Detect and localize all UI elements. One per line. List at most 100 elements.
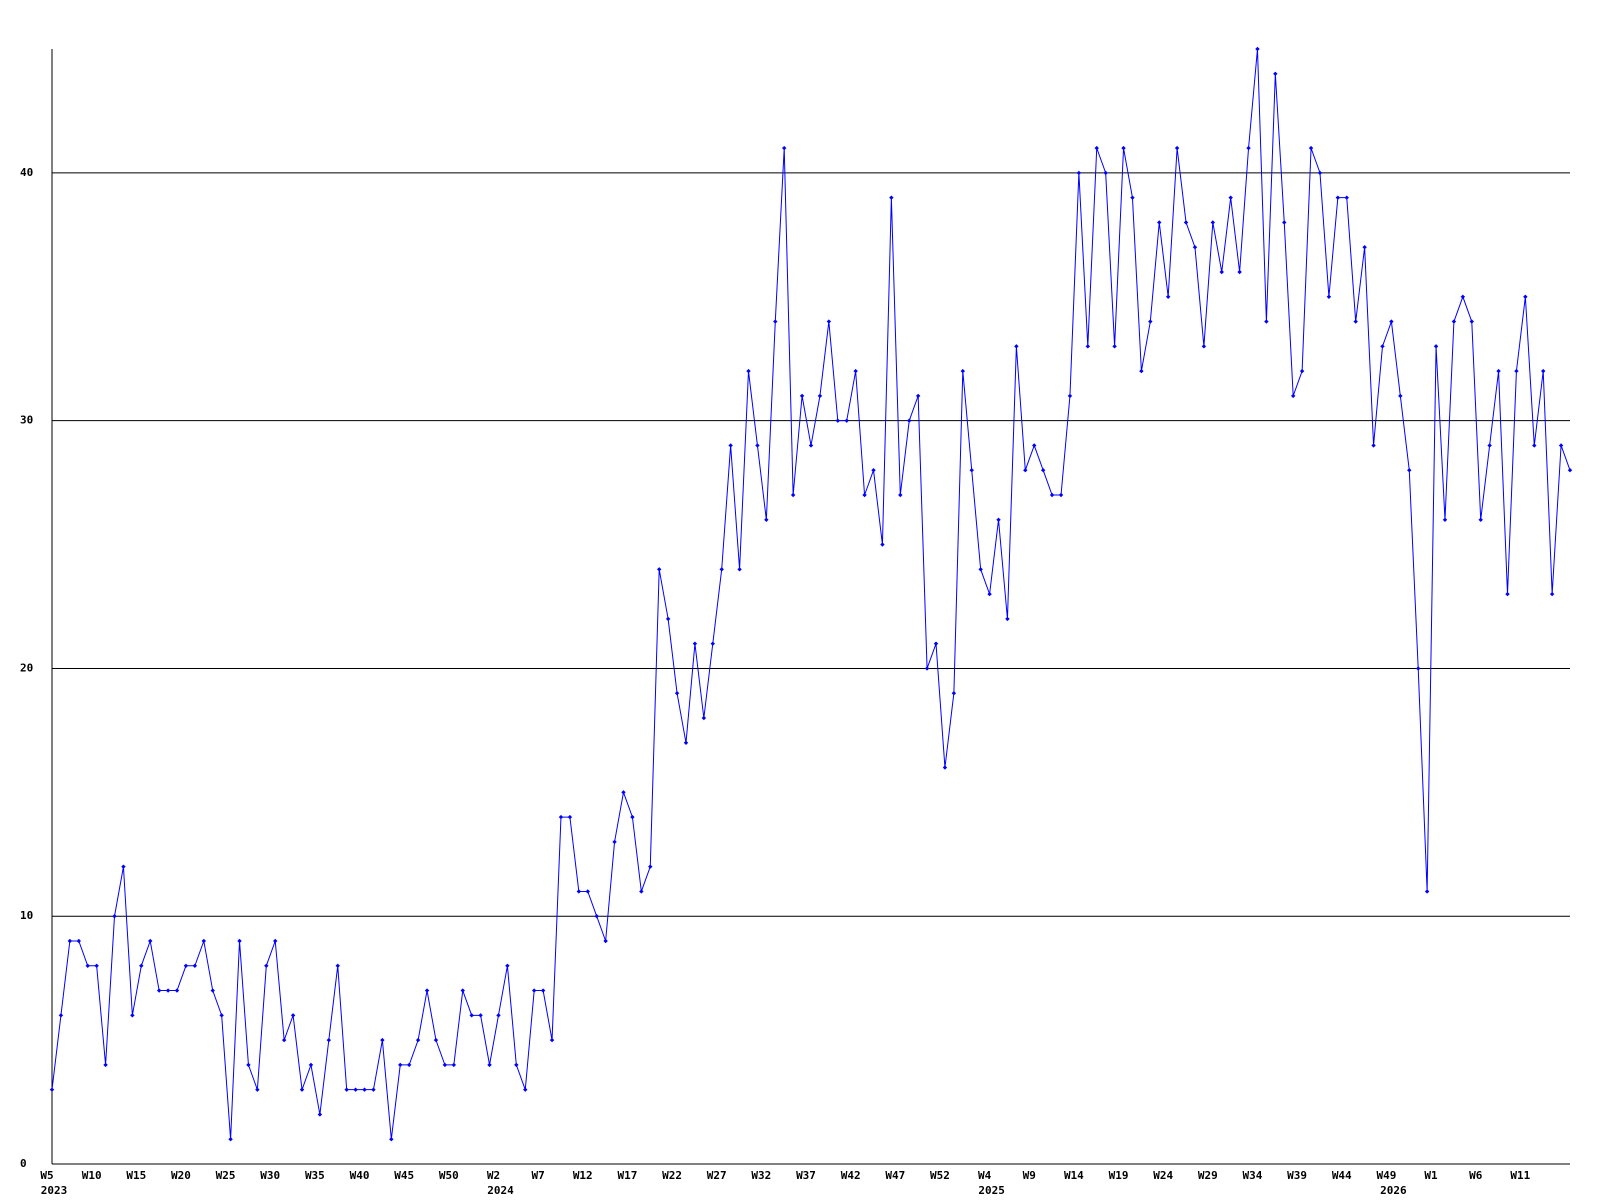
- data-point: [1451, 319, 1457, 324]
- data-point: [1076, 170, 1082, 176]
- data-point: [362, 1087, 367, 1092]
- data-point: [1005, 616, 1010, 622]
- x-tick-label: W44: [1332, 1169, 1352, 1182]
- x-tick-label: W24: [1153, 1169, 1173, 1182]
- data-point: [505, 963, 510, 968]
- data-point: [76, 938, 81, 944]
- x-tick-label: W27: [707, 1169, 727, 1182]
- x-tick-label: W20: [171, 1169, 191, 1182]
- data-point: [1567, 468, 1573, 473]
- data-point: [907, 418, 912, 423]
- data-point: [862, 492, 867, 498]
- data-point: [1317, 170, 1323, 176]
- data-point: [585, 889, 590, 894]
- x-tick-label: W11: [1510, 1169, 1530, 1182]
- data-point: [1201, 344, 1207, 349]
- data-point: [1371, 443, 1376, 448]
- data-point: [1157, 220, 1162, 225]
- x-tick-label: W4: [978, 1169, 992, 1182]
- data-point: [246, 1062, 251, 1068]
- data-point: [219, 1013, 224, 1018]
- data-point: [773, 319, 778, 324]
- data-point: [433, 1037, 439, 1043]
- x-tick-label: W50: [439, 1169, 459, 1182]
- data-point: [1139, 368, 1144, 374]
- y-tick-label: 30: [20, 414, 33, 427]
- data-point: [1478, 517, 1483, 522]
- y-tick-label: 20: [20, 661, 33, 674]
- data-point: [1228, 195, 1233, 200]
- data-point: [1192, 245, 1198, 250]
- data-point: [576, 889, 582, 894]
- data-point: [817, 393, 823, 399]
- data-point: [540, 988, 546, 993]
- data-point: [380, 1037, 385, 1043]
- data-point: [228, 1137, 233, 1142]
- x-tick-label: W40: [350, 1169, 370, 1182]
- data-point: [1407, 468, 1412, 473]
- data-point: [148, 938, 153, 944]
- data-point: [826, 319, 832, 324]
- data-point: [951, 691, 957, 696]
- data-point: [1112, 344, 1117, 349]
- data-point: [299, 1087, 305, 1092]
- data-point: [1505, 591, 1510, 597]
- y-tick-label: 10: [20, 909, 33, 922]
- data-point: [487, 1062, 492, 1068]
- data-point: [692, 641, 698, 646]
- x-tick-label: W29: [1198, 1169, 1218, 1182]
- data-point: [1255, 46, 1260, 52]
- data-point: [1549, 591, 1555, 597]
- data-point: [290, 1013, 296, 1018]
- data-point: [1326, 294, 1332, 299]
- data-line: [51, 48, 1571, 1140]
- y-tick-label: 0: [20, 1157, 27, 1170]
- data-point: [389, 1137, 394, 1142]
- data-point: [406, 1062, 412, 1068]
- data-point: [1085, 344, 1091, 349]
- data-point: [371, 1087, 376, 1092]
- data-point: [130, 1013, 135, 1018]
- x-tick-label: W7: [531, 1169, 544, 1182]
- data-point: [764, 517, 769, 522]
- data-point: [1523, 294, 1528, 299]
- data-point: [1165, 294, 1171, 299]
- x-tick-label: W32: [751, 1169, 771, 1182]
- data-point: [1469, 319, 1474, 324]
- data-point: [451, 1062, 457, 1068]
- data-point: [398, 1062, 403, 1068]
- data-point: [1023, 468, 1028, 473]
- x-tick-label: W37: [796, 1169, 816, 1182]
- data-point: [1558, 443, 1564, 448]
- data-point: [1273, 71, 1278, 76]
- data-point: [210, 988, 215, 993]
- data-point: [94, 963, 99, 968]
- data-point: [1362, 245, 1367, 250]
- data-point: [1094, 145, 1099, 151]
- data-point: [139, 963, 144, 968]
- data-point: [103, 1062, 108, 1068]
- data-point: [1040, 468, 1046, 473]
- data-point: [317, 1112, 323, 1117]
- data-point: [898, 492, 903, 498]
- data-point: [657, 567, 662, 572]
- data-point: [808, 443, 814, 448]
- data-point: [308, 1062, 314, 1068]
- data-point: [264, 963, 269, 968]
- data-point: [460, 988, 465, 993]
- data-point: [639, 889, 644, 894]
- data-point: [344, 1087, 349, 1092]
- data-point: [121, 864, 126, 869]
- x-tick-label: W5: [40, 1169, 53, 1182]
- data-point: [1049, 492, 1055, 498]
- x-tick-label: W39: [1287, 1169, 1307, 1182]
- data-point: [1246, 145, 1251, 151]
- data-point: [621, 790, 626, 795]
- data-point: [835, 418, 840, 423]
- data-point: [737, 567, 742, 572]
- x-tick-label: W14: [1064, 1169, 1084, 1182]
- data-point: [1335, 195, 1341, 200]
- data-point: [1014, 344, 1019, 349]
